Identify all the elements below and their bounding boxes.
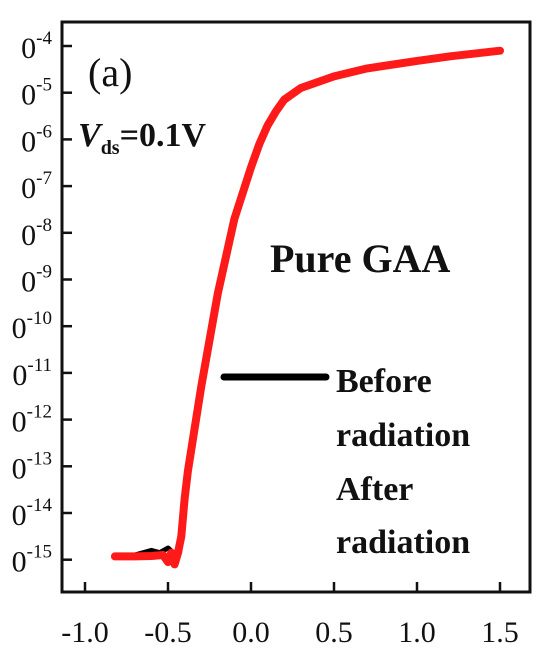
y-tick-label: 0-15 bbox=[12, 542, 52, 579]
legend-label-before-line1: Before bbox=[336, 363, 432, 400]
y-tick-base: 0 bbox=[21, 172, 36, 205]
y-tick-label: 0-5 bbox=[21, 75, 52, 112]
y-tick-exponent: -5 bbox=[36, 75, 52, 96]
y-tick-label: 0-12 bbox=[12, 402, 52, 439]
y-tick-base: 0 bbox=[21, 219, 36, 252]
y-tick-exponent: -9 bbox=[36, 262, 52, 283]
y-tick-label: 0-10 bbox=[12, 308, 52, 345]
vds-subscript: ds bbox=[101, 137, 120, 159]
x-tick-label: 1.0 bbox=[398, 616, 436, 649]
y-tick-base: 0 bbox=[12, 452, 27, 485]
y-tick-label: 0-4 bbox=[21, 28, 52, 65]
x-tick-label: 1.5 bbox=[481, 616, 519, 649]
x-axis-ticks: -1.0 -0.5 0.0 0.5 1.0 1.5 bbox=[61, 582, 519, 649]
y-tick-label: 0-7 bbox=[21, 168, 52, 205]
y-tick-label: 0-6 bbox=[21, 121, 52, 158]
y-tick-base: 0 bbox=[21, 79, 36, 112]
x-tick-label: -0.5 bbox=[144, 616, 192, 649]
y-tick-exponent: -4 bbox=[36, 28, 52, 49]
y-tick-base: 0 bbox=[12, 312, 27, 345]
y-tick-exponent: -6 bbox=[36, 121, 52, 142]
y-tick-label: 0-9 bbox=[21, 262, 52, 299]
y-tick-base: 0 bbox=[12, 546, 27, 579]
y-tick-base: 0 bbox=[21, 125, 36, 158]
y-tick-exponent: -14 bbox=[27, 495, 53, 516]
y-tick-base: 0 bbox=[21, 32, 36, 65]
y-tick-exponent: -11 bbox=[27, 355, 52, 376]
x-tick-label: 0.5 bbox=[315, 616, 353, 649]
y-tick-exponent: -8 bbox=[36, 215, 52, 236]
y-tick-base: 0 bbox=[12, 359, 27, 392]
vds-annotation: Vds=0.1V bbox=[78, 117, 206, 159]
y-tick-exponent: -15 bbox=[27, 542, 52, 563]
y-tick-label: 0-14 bbox=[12, 495, 53, 532]
y-tick-exponent: -12 bbox=[27, 402, 52, 423]
x-tick-label: 0.0 bbox=[232, 616, 270, 649]
chart-title: Pure GAA bbox=[270, 236, 450, 281]
y-axis-ticks: 0-40-50-60-70-80-90-100-110-120-130-140-… bbox=[12, 28, 72, 579]
y-tick-base: 0 bbox=[21, 266, 36, 299]
legend-label-after-line2: radiation bbox=[336, 524, 470, 561]
y-tick-label: 0-8 bbox=[21, 215, 52, 252]
x-tick-label: -1.0 bbox=[61, 616, 109, 649]
y-tick-label: 0-13 bbox=[12, 448, 52, 485]
legend-label-after-line1: After bbox=[336, 471, 413, 508]
series-layer bbox=[110, 46, 504, 569]
series-line-after-radiation bbox=[110, 46, 504, 569]
y-tick-exponent: -7 bbox=[36, 168, 52, 189]
plot-frame bbox=[60, 20, 532, 594]
y-tick-label: 0-11 bbox=[12, 355, 52, 392]
panel-label: (a) bbox=[88, 50, 132, 95]
y-tick-base: 0 bbox=[12, 406, 27, 439]
y-tick-base: 0 bbox=[12, 499, 27, 532]
vds-symbol: V bbox=[78, 117, 103, 154]
legend: Before radiation After radiation bbox=[220, 363, 470, 561]
y-tick-exponent: -13 bbox=[27, 448, 52, 469]
vds-value: =0.1V bbox=[120, 117, 207, 154]
legend-label-before-line2: radiation bbox=[336, 417, 470, 454]
y-tick-exponent: -10 bbox=[27, 308, 52, 329]
